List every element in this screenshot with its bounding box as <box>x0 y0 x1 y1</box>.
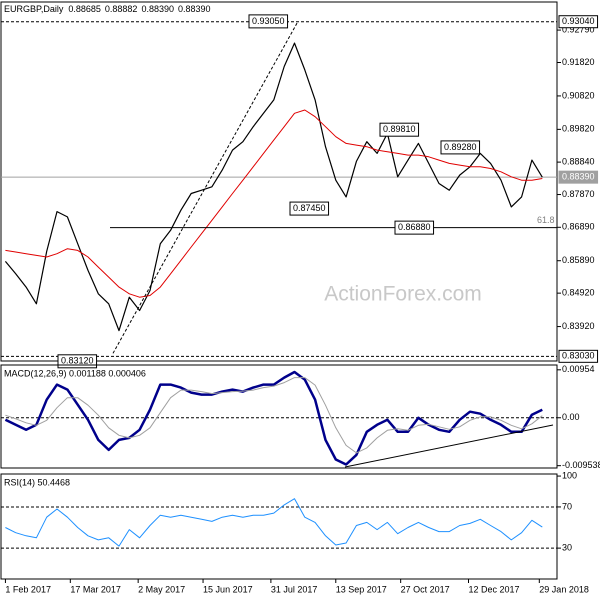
y-tick-label: 30 <box>562 542 572 552</box>
price-annotation: 0.83120 <box>61 356 94 366</box>
trend-line <box>112 21 299 354</box>
level-label: 0.83030 <box>562 351 595 361</box>
price-annotation: 0.87450 <box>293 203 326 213</box>
panel-frame <box>0 473 558 580</box>
quote-high: 0.88882 <box>105 4 138 14</box>
price-annotation: 0.86880 <box>398 222 431 232</box>
y-tick-label: 70 <box>562 501 572 511</box>
y-tick-label: 0.85890 <box>562 255 595 265</box>
price-annotation-box <box>289 201 330 216</box>
x-tick-label: 17 Mar 2017 <box>70 584 121 594</box>
x-tick-label: 29 Jan 2018 <box>539 584 589 594</box>
y-tick-label: 0.00954 <box>562 364 595 374</box>
level-label-box <box>558 170 599 184</box>
y-tick-label: 0.00 <box>562 412 580 422</box>
quote-close: 0.88390 <box>178 4 211 14</box>
y-tick-label: 0.90820 <box>562 90 595 100</box>
y-tick-label: -0.009538 <box>562 460 600 470</box>
price-annotation: 0.93050 <box>252 16 285 26</box>
x-tick-label: 31 Jul 2017 <box>271 584 318 594</box>
y-tick-label: 0.92790 <box>562 24 595 34</box>
quote-open: 0.88685 <box>68 4 101 14</box>
y-tick-label: 0.86890 <box>562 222 595 232</box>
series-line <box>4 42 543 332</box>
panel-frame <box>0 1 558 362</box>
price-annotation: 0.89280 <box>444 142 477 152</box>
watermark: ActionForex.com <box>324 283 482 306</box>
price-annotation-box <box>248 14 289 29</box>
level-label: 0.93040 <box>562 16 595 26</box>
y-tick-label: 0.87870 <box>562 189 595 199</box>
series-line <box>5 498 543 547</box>
price-annotation-box <box>440 140 481 155</box>
y-tick-label: 0.84920 <box>562 288 595 298</box>
level-label-box <box>558 15 599 29</box>
panel-title: RSI(14) 50.4468 <box>4 477 70 487</box>
y-tick-label: 0.88840 <box>562 156 595 166</box>
panel-frame <box>0 364 558 469</box>
x-tick-label: 1 Feb 2017 <box>5 584 51 594</box>
header: EURGBP,Daily 0.88685 0.88882 0.88390 0.88390 <box>4 4 211 14</box>
y-tick-label: 0.83920 <box>562 321 595 331</box>
y-tick-label: 0.89820 <box>562 124 595 134</box>
panel-title: MACD(12,26,9) 0.001188 0.000406 <box>4 368 146 378</box>
price-annotation-box <box>394 220 435 235</box>
series-line <box>5 109 543 298</box>
price-annotation-box <box>379 122 420 137</box>
x-tick-label: 27 Oct 2017 <box>401 584 450 594</box>
series-line <box>4 370 543 466</box>
price-annotation: 0.89810 <box>383 124 416 134</box>
quote-low: 0.88390 <box>141 4 174 14</box>
symbol-title: EURGBP,Daily <box>4 4 64 14</box>
x-tick-label: 12 Dec 2017 <box>469 584 520 594</box>
y-tick-label: 0.91820 <box>562 57 595 67</box>
fib-label: 61.8 <box>537 215 555 225</box>
series-line <box>5 377 543 454</box>
x-tick-label: 13 Sep 2017 <box>336 584 387 594</box>
macd-trend-line <box>344 424 554 468</box>
level-label: 0.88390 <box>562 172 595 182</box>
y-tick-label: 100 <box>562 470 577 480</box>
x-tick-label: 2 May 2017 <box>138 584 185 594</box>
level-label-box <box>558 349 599 363</box>
x-tick-label: 15 Jun 2017 <box>203 584 253 594</box>
